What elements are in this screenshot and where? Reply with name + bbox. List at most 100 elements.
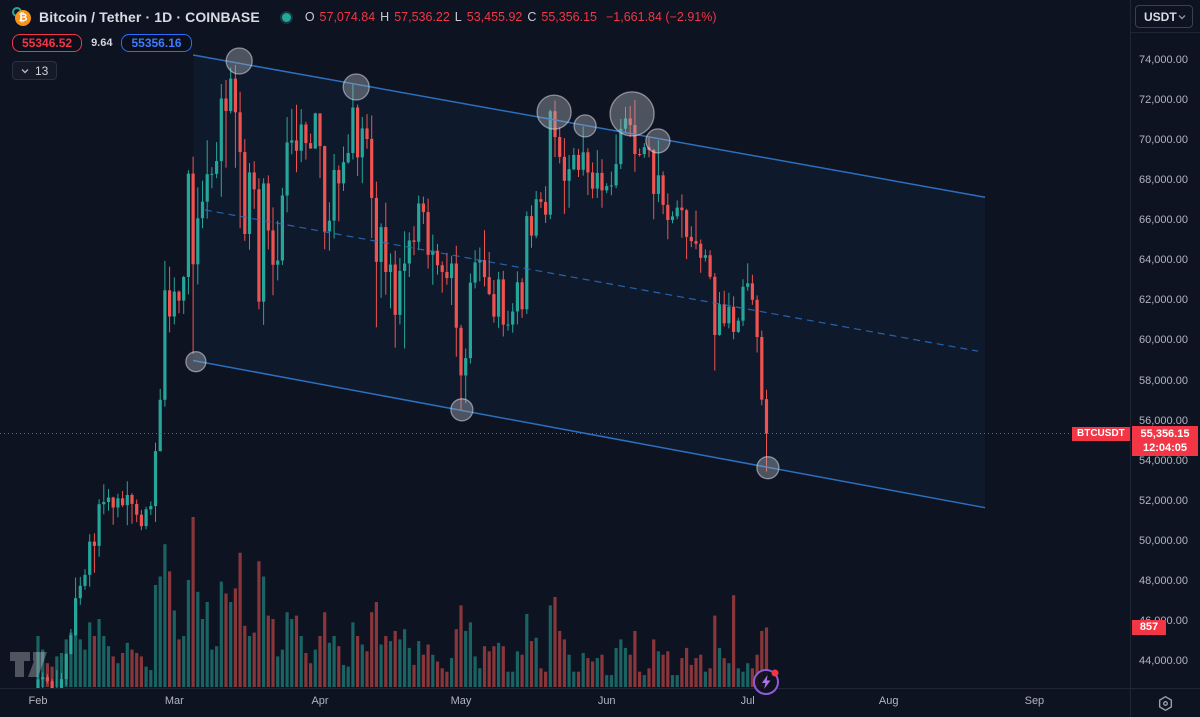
volume-bar [233, 588, 237, 687]
volume-bar [468, 622, 472, 687]
month-tick-label: Feb [28, 695, 48, 707]
volume-bar [243, 625, 247, 687]
axis-divider-vertical [1130, 0, 1131, 717]
candle-body [97, 504, 101, 546]
candle-body [746, 283, 750, 287]
candle-body [36, 679, 40, 688]
month-tick-label: Jun [597, 695, 616, 707]
volume-bar [403, 629, 407, 687]
scale-settings-corner[interactable] [1131, 689, 1200, 717]
lightning-button[interactable] [751, 666, 782, 697]
candle-body [403, 263, 407, 271]
candle-body [233, 78, 237, 113]
volume-bar [412, 664, 416, 687]
candle-body [374, 197, 378, 262]
candle-body [121, 498, 125, 506]
last-price-badge: 55,356.15 12:04:05 [1132, 426, 1198, 456]
volume-bar [661, 654, 665, 687]
volume-bar [614, 647, 618, 687]
volume-bar [149, 670, 153, 687]
ask-price-box[interactable]: 55356.16 [121, 34, 192, 52]
volume-bar [219, 581, 223, 687]
candle-body [153, 451, 158, 507]
candle-body [741, 286, 745, 321]
candle-body [398, 270, 402, 315]
candle-body [600, 172, 604, 191]
volume-bar [572, 671, 576, 687]
volume-bar [379, 644, 383, 687]
candle-body [581, 152, 585, 170]
volume-bar [407, 647, 411, 687]
candle-body [506, 324, 510, 326]
bid-price-box[interactable]: 55346.52 [12, 34, 83, 52]
volume-bar [280, 649, 284, 687]
candle-body [435, 250, 440, 266]
price-tick-label: 60,000.00 [1139, 334, 1188, 347]
volume-bar [515, 651, 519, 687]
volume-bar [224, 593, 228, 687]
candle-body [83, 574, 87, 586]
candle-body [750, 283, 754, 300]
volume-bar [200, 619, 205, 687]
candle-body [238, 112, 242, 153]
month-tick-label: Mar [164, 695, 184, 707]
symbol-title[interactable]: Bitcoin / Tether · 1D · COINBASE [39, 9, 260, 25]
candle-body [102, 502, 106, 505]
volume-bar [685, 647, 689, 687]
candle-body [130, 495, 134, 504]
volume-bar [257, 561, 261, 687]
volume-bar [374, 602, 378, 687]
candle-body [689, 236, 693, 242]
candle-body [318, 113, 322, 147]
candle-body [229, 78, 233, 112]
volume-bar [309, 663, 313, 687]
month-tick-label: Sep [1024, 695, 1045, 707]
volume-bar [384, 636, 388, 687]
volume-badge: 857 [1132, 620, 1166, 635]
candle-body [501, 279, 505, 325]
chart-canvas[interactable]: ₿ Bitcoin / Tether · 1D · COINBASE O 57,0… [0, 0, 1130, 688]
channel-bottom-line [192, 359, 986, 509]
candle-body [163, 290, 167, 400]
volume-bar [576, 671, 581, 687]
touch-point-marker [645, 128, 671, 154]
candle-body [525, 216, 529, 310]
candle-body [708, 255, 712, 277]
gear-icon [1158, 695, 1173, 711]
candle-body [285, 142, 289, 196]
touch-point-marker [450, 398, 474, 422]
volume-bar [642, 675, 646, 687]
volume-bar [323, 612, 327, 687]
volume-bar [252, 632, 256, 687]
candle-body [294, 140, 299, 151]
time-axis[interactable]: Feb Mar Apr May Jun Jul Aug Sep [0, 689, 1130, 717]
candle-body [92, 541, 96, 546]
volume-bar [755, 654, 759, 687]
price-axis[interactable]: USDT 74,000.00 72,000.00 70,000.00 68,000.0… [1131, 0, 1200, 688]
candle-body [346, 153, 350, 163]
volume-bar [299, 636, 303, 687]
candle-body [243, 152, 247, 234]
object-tree-toggle[interactable]: 13 [12, 61, 58, 80]
market-status-icon[interactable] [281, 12, 291, 22]
candle-body [515, 282, 519, 312]
volume-bar [346, 666, 350, 687]
candle-body [685, 210, 689, 237]
candle-body [59, 679, 64, 688]
volume-bar [750, 668, 754, 687]
candle-body [257, 189, 261, 302]
candle-body [41, 677, 45, 680]
price-tick-label: 66,000.00 [1139, 214, 1188, 227]
candle-body [614, 164, 618, 186]
volume-bar [520, 654, 524, 687]
chevron-down-icon [1178, 14, 1186, 19]
currency-dropdown[interactable]: USDT [1135, 5, 1193, 28]
candle-body [271, 230, 275, 265]
volume-bar [144, 666, 148, 687]
candle-body [623, 118, 628, 129]
volume-bar [670, 675, 675, 687]
volume-bar [313, 649, 317, 687]
volume-bar [168, 571, 172, 687]
touch-point-marker [609, 91, 655, 137]
volume-bar [83, 649, 87, 687]
